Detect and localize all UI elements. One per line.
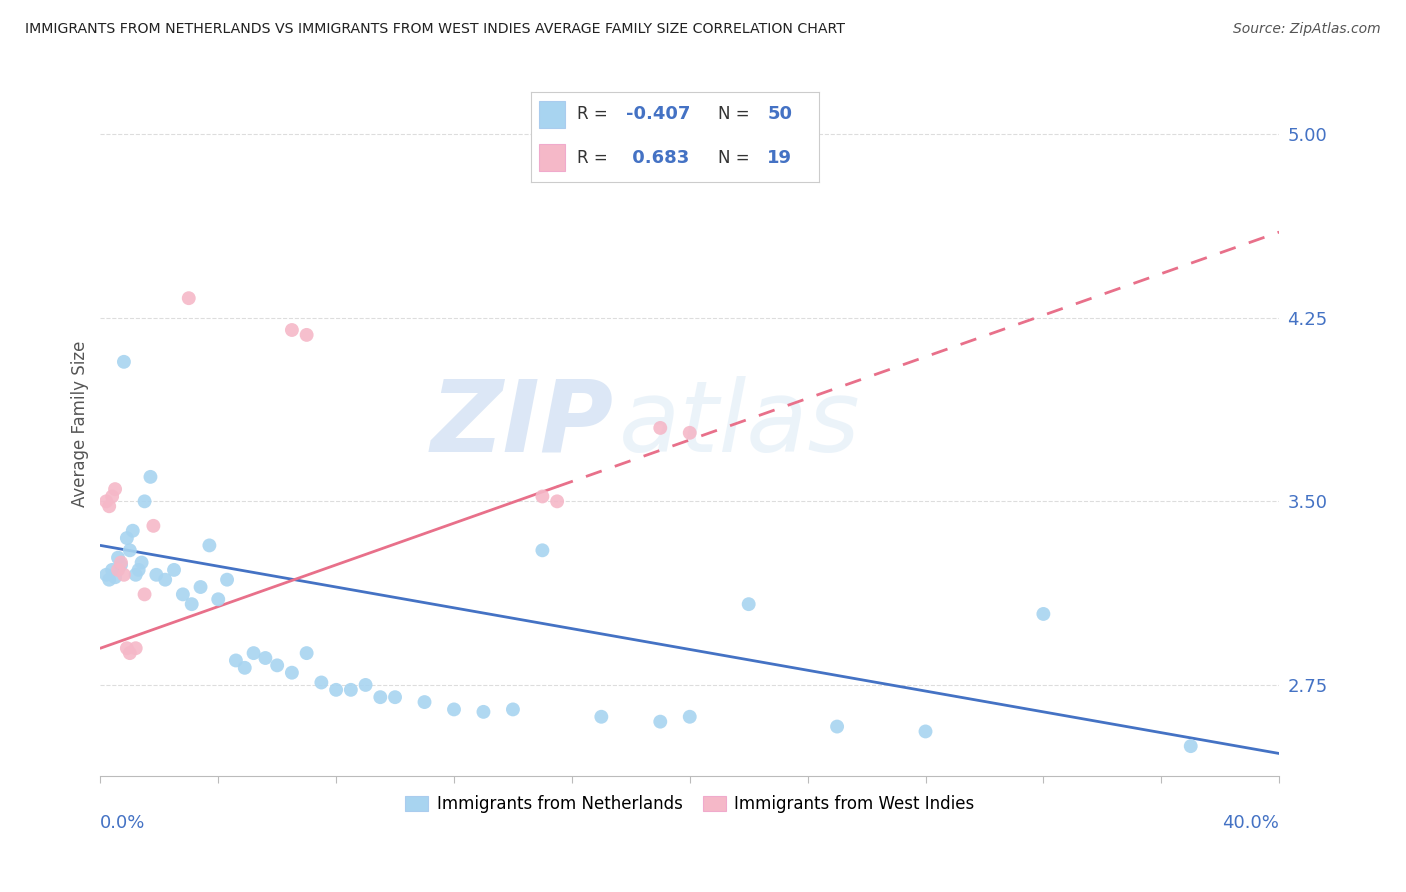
Point bbox=[104, 482, 127, 496]
Point bbox=[115, 531, 138, 545]
Point bbox=[531, 543, 554, 558]
Point bbox=[354, 678, 377, 692]
Point bbox=[153, 573, 176, 587]
Point bbox=[125, 567, 148, 582]
Point bbox=[384, 690, 406, 705]
Point bbox=[368, 690, 391, 705]
Point bbox=[98, 573, 121, 587]
Point bbox=[281, 665, 304, 680]
Point bbox=[110, 556, 132, 570]
Y-axis label: Average Family Size: Average Family Size bbox=[72, 341, 89, 508]
Point bbox=[101, 563, 124, 577]
Point bbox=[139, 470, 162, 484]
Point bbox=[125, 641, 148, 656]
Point bbox=[242, 646, 264, 660]
Point bbox=[121, 524, 143, 538]
Point bbox=[190, 580, 212, 594]
Point bbox=[650, 714, 672, 729]
Point bbox=[413, 695, 436, 709]
Point bbox=[295, 646, 318, 660]
Point bbox=[443, 702, 465, 716]
Text: Source: ZipAtlas.com: Source: ZipAtlas.com bbox=[1233, 22, 1381, 37]
Point bbox=[134, 494, 156, 508]
Point bbox=[112, 355, 135, 369]
Point bbox=[546, 494, 568, 508]
Point bbox=[96, 567, 118, 582]
Point bbox=[96, 494, 118, 508]
Point bbox=[914, 724, 936, 739]
Point bbox=[531, 490, 554, 504]
Point bbox=[128, 563, 150, 577]
Point bbox=[134, 587, 156, 601]
Point bbox=[650, 421, 672, 435]
Point bbox=[679, 425, 702, 440]
Point bbox=[107, 563, 129, 577]
Point bbox=[266, 658, 288, 673]
Point bbox=[825, 720, 848, 734]
Point bbox=[295, 327, 318, 342]
Point bbox=[142, 518, 165, 533]
Point bbox=[1032, 607, 1054, 621]
Point bbox=[180, 597, 202, 611]
Point bbox=[207, 592, 229, 607]
Text: IMMIGRANTS FROM NETHERLANDS VS IMMIGRANTS FROM WEST INDIES AVERAGE FAMILY SIZE C: IMMIGRANTS FROM NETHERLANDS VS IMMIGRANT… bbox=[25, 22, 845, 37]
Point bbox=[98, 500, 121, 514]
Point bbox=[325, 682, 347, 697]
Point bbox=[225, 653, 247, 667]
Point bbox=[233, 661, 256, 675]
Point bbox=[118, 646, 141, 660]
Point bbox=[177, 291, 200, 305]
Point bbox=[679, 710, 702, 724]
Point bbox=[118, 543, 141, 558]
Point bbox=[591, 710, 613, 724]
Point bbox=[104, 570, 127, 584]
Point bbox=[340, 682, 363, 697]
Point bbox=[502, 702, 524, 716]
Point bbox=[110, 558, 132, 572]
Text: ZIP: ZIP bbox=[430, 376, 613, 473]
Text: 0.0%: 0.0% bbox=[100, 814, 146, 832]
Point bbox=[163, 563, 186, 577]
Point bbox=[217, 573, 239, 587]
Point bbox=[101, 490, 124, 504]
Text: 40.0%: 40.0% bbox=[1222, 814, 1279, 832]
Legend: Immigrants from Netherlands, Immigrants from West Indies: Immigrants from Netherlands, Immigrants … bbox=[398, 789, 981, 820]
Point bbox=[107, 550, 129, 565]
Point bbox=[472, 705, 495, 719]
Point bbox=[115, 641, 138, 656]
Point bbox=[254, 651, 277, 665]
Point bbox=[1180, 739, 1202, 753]
Point bbox=[198, 538, 221, 552]
Point bbox=[145, 567, 167, 582]
Point bbox=[172, 587, 194, 601]
Point bbox=[112, 567, 135, 582]
Point bbox=[737, 597, 759, 611]
Point bbox=[131, 556, 153, 570]
Point bbox=[311, 675, 333, 690]
Point bbox=[281, 323, 304, 337]
Text: atlas: atlas bbox=[619, 376, 860, 473]
